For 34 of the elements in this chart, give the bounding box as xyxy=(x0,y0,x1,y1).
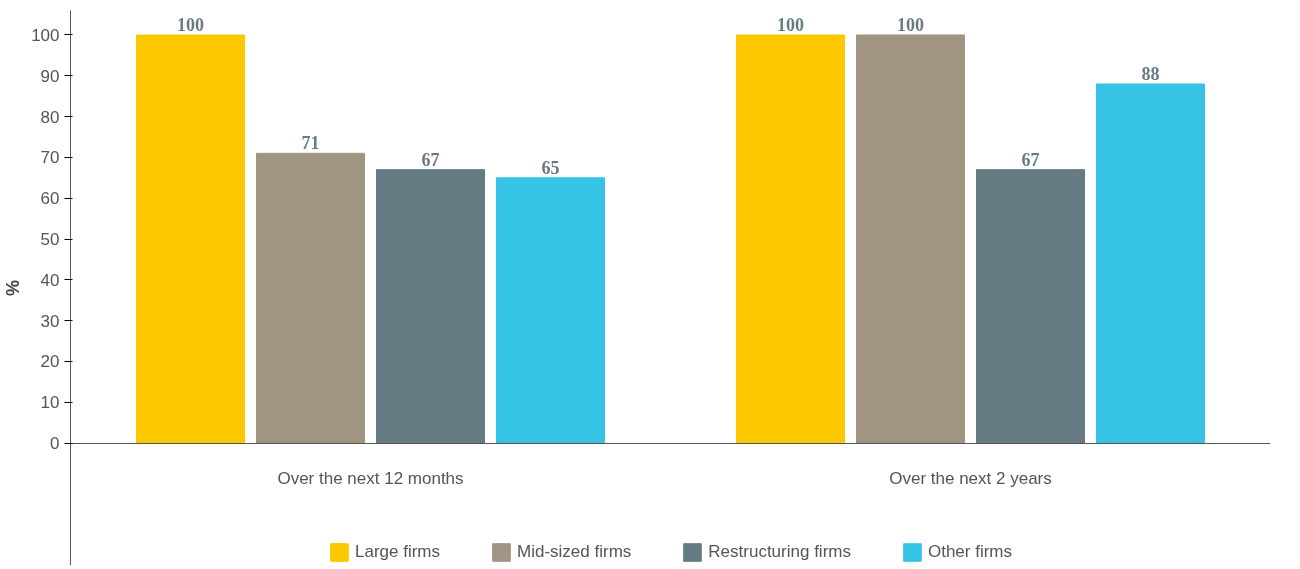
y-tick-label: 50 xyxy=(40,230,60,250)
data-label: 71 xyxy=(301,133,320,154)
y-tick-label: 70 xyxy=(40,148,60,168)
bar xyxy=(136,34,245,444)
y-tick-label: 90 xyxy=(40,66,60,86)
y-tick-label: 0 xyxy=(50,434,60,454)
bar xyxy=(376,169,485,444)
data-label: 100 xyxy=(177,14,204,35)
bar xyxy=(736,34,845,444)
x-tick-label: Over the next 2 years xyxy=(889,469,1052,489)
bar xyxy=(496,177,605,444)
y-tick-label: 40 xyxy=(40,270,60,290)
legend-label: Restructuring firms xyxy=(708,542,851,562)
legend-label: Mid-sized firms xyxy=(517,542,632,562)
y-tick-label: 20 xyxy=(40,352,60,372)
bar xyxy=(856,34,965,444)
data-label: 67 xyxy=(421,149,440,170)
legend-label: Other firms xyxy=(927,542,1013,562)
data-label: 88 xyxy=(1141,63,1160,84)
data-label: 67 xyxy=(1021,149,1040,170)
data-label: 100 xyxy=(897,14,924,35)
y-axis-title: % xyxy=(3,279,24,296)
y-tick-label: 80 xyxy=(40,107,60,127)
data-label: 65 xyxy=(541,157,560,178)
bar xyxy=(976,169,1085,444)
bar xyxy=(256,152,365,444)
legend-label: Large firms xyxy=(354,542,441,562)
y-tick-label: 30 xyxy=(40,311,60,331)
y-tick-label: 10 xyxy=(40,393,60,413)
x-tick-label: Over the next 12 months xyxy=(277,469,464,489)
data-label: 100 xyxy=(777,14,804,35)
y-tick-label: 100 xyxy=(31,25,60,45)
y-tick-label: 60 xyxy=(40,189,60,209)
bar xyxy=(1096,83,1205,444)
